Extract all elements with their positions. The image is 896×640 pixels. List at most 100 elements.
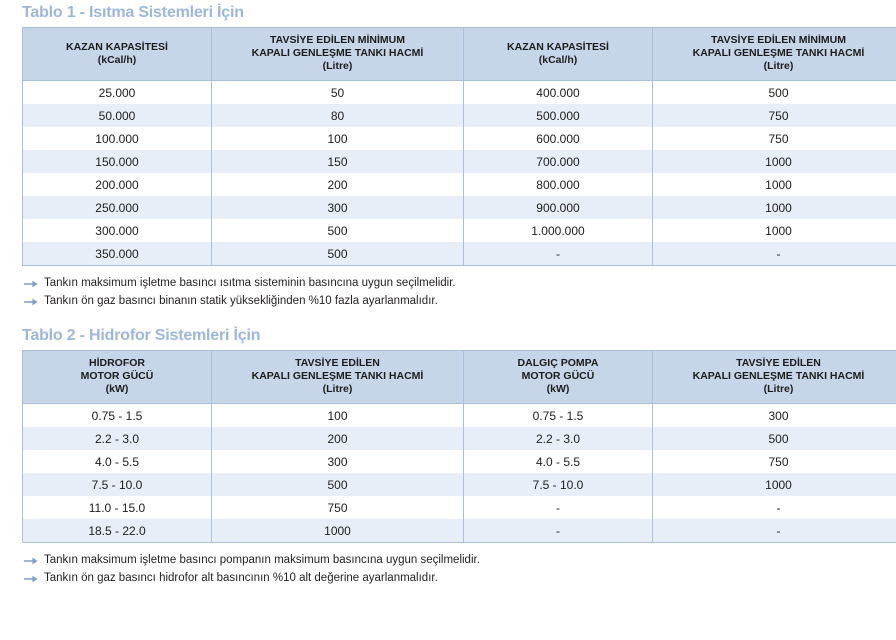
table-row: 4.0 - 5.5 300 4.0 - 5.5 750: [22, 450, 896, 474]
cell: -: [463, 242, 653, 267]
cell: 150.000: [22, 150, 212, 174]
table2-header-cell-4: TAVSİYE EDİLEN KAPALI GENLEŞME TANKI HAC…: [652, 349, 896, 405]
cell: 1.000.000: [463, 219, 653, 243]
cell: -: [652, 519, 896, 544]
cell: 200: [211, 173, 464, 197]
header-line: (kCal/h): [538, 53, 578, 66]
table1-body: 25.000 50 400.000 500 50.000 80 500.000 …: [22, 80, 896, 267]
cell: 4.0 - 5.5: [22, 450, 212, 474]
cell: 350.000: [22, 242, 212, 267]
cell: 25.000: [22, 80, 212, 105]
table-row: 7.5 - 10.0 500 7.5 - 10.0 1000: [22, 473, 896, 497]
cell: 50: [211, 80, 464, 105]
cell: 2.2 - 3.0: [22, 427, 212, 451]
header-line: DALGIÇ POMPA: [517, 357, 599, 369]
header-line: TAVSİYE EDİLEN MİNİMUM: [711, 34, 846, 46]
table2-title: Tablo 2 - Hidrofor Sistemleri İçin: [22, 327, 261, 344]
note-text: Tankın ön gaz basıncı binanın statik yük…: [44, 295, 438, 308]
cell: 1000: [652, 219, 896, 243]
cell: 300: [652, 403, 896, 428]
table1: KAZAN KAPASİTESİ (kCal/h) TAVSİYE EDİLEN…: [22, 26, 896, 267]
header-line: (kW): [546, 383, 570, 396]
table-row: 11.0 - 15.0 750 - -: [22, 496, 896, 520]
header-line: KAPALI GENLEŞME TANKI HACMİ: [251, 370, 424, 383]
header-line: TAVSİYE EDİLEN MİNİMUM: [270, 34, 405, 46]
table1-header-cell-2: TAVSİYE EDİLEN MİNİMUM KAPALI GENLEŞME T…: [211, 26, 464, 82]
table-row: 350.000 500 - -: [22, 242, 896, 267]
cell: 750: [211, 496, 464, 520]
cell: 200: [211, 427, 464, 451]
note-item: Tankın maksimum işletme basıncı pompanın…: [24, 552, 896, 570]
cell: -: [652, 242, 896, 267]
header-line: TAVSİYE EDİLEN: [295, 357, 380, 369]
cell: 0.75 - 1.5: [463, 403, 653, 428]
cell: 2.2 - 3.0: [463, 427, 653, 451]
table-row: 25.000 50 400.000 500: [22, 80, 896, 105]
cell: 900.000: [463, 196, 653, 220]
cell: 700.000: [463, 150, 653, 174]
table2-header-cell-1: HİDROFOR MOTOR GÜCÜ (kW): [22, 349, 212, 405]
table2-header-cell-3: DALGIÇ POMPA MOTOR GÜCÜ (kW): [463, 349, 653, 405]
table2-notes: Tankın maksimum işletme basıncı pompanın…: [24, 552, 896, 588]
cell: 750: [652, 450, 896, 474]
header-line: KAZAN KAPASİTESİ: [507, 40, 609, 53]
cell: 200.000: [22, 173, 212, 197]
header-line: (kCal/h): [97, 53, 137, 66]
table-row: 2.2 - 3.0 200 2.2 - 3.0 500: [22, 427, 896, 451]
note-item: Tankın ön gaz basıncı binanın statik yük…: [24, 293, 896, 311]
note-item: Tankın maksimum işletme basıncı ısıtma s…: [24, 275, 896, 293]
table2-header-row: HİDROFOR MOTOR GÜCÜ (kW) TAVSİYE EDİLEN …: [22, 349, 896, 405]
table2-head: HİDROFOR MOTOR GÜCÜ (kW) TAVSİYE EDİLEN …: [22, 349, 896, 405]
cell: -: [652, 496, 896, 520]
table-row: 18.5 - 22.0 1000 - -: [22, 519, 896, 544]
cell: 500: [652, 80, 896, 105]
table1-notes: Tankın maksimum işletme basıncı ısıtma s…: [24, 275, 896, 311]
cell: 500: [211, 242, 464, 267]
header-line: MOTOR GÜCÜ: [80, 370, 154, 383]
table1-header-row: KAZAN KAPASİTESİ (kCal/h) TAVSİYE EDİLEN…: [22, 26, 896, 82]
cell: 4.0 - 5.5: [463, 450, 653, 474]
note-text: Tankın maksimum işletme basıncı ısıtma s…: [44, 277, 456, 290]
header-line: (Litre): [763, 383, 794, 396]
cell: 300: [211, 196, 464, 220]
arrow-right-icon: [24, 570, 38, 583]
cell: 1000: [211, 519, 464, 544]
header-line: KAZAN KAPASİTESİ: [66, 40, 168, 53]
table2: HİDROFOR MOTOR GÜCÜ (kW) TAVSİYE EDİLEN …: [22, 349, 896, 544]
note-item: Tankın ön gaz basıncı hidrofor alt basın…: [24, 570, 896, 588]
table-row: 150.000 150 700.000 1000: [22, 150, 896, 174]
header-line: HİDROFOR: [89, 357, 145, 369]
table-row: 200.000 200 800.000 1000: [22, 173, 896, 197]
table1-header-cell-4: TAVSİYE EDİLEN MİNİMUM KAPALI GENLEŞME T…: [652, 26, 896, 82]
arrow-right-icon: [24, 552, 38, 565]
cell: 100: [211, 403, 464, 428]
cell: 1000: [652, 473, 896, 497]
cell: 18.5 - 22.0: [22, 519, 212, 544]
cell: 80: [211, 104, 464, 128]
table1-header-cell-3: KAZAN KAPASİTESİ (kCal/h): [463, 26, 653, 82]
cell: -: [463, 519, 653, 544]
table-row: 300.000 500 1.000.000 1000: [22, 219, 896, 243]
cell: 400.000: [463, 80, 653, 105]
cell: 300.000: [22, 219, 212, 243]
cell: 100.000: [22, 127, 212, 151]
cell: 100: [211, 127, 464, 151]
cell: 7.5 - 10.0: [463, 473, 653, 497]
cell: 300: [211, 450, 464, 474]
cell: 750: [652, 127, 896, 151]
header-line: (Litre): [322, 60, 353, 73]
header-line: (kW): [105, 383, 129, 396]
header-line: MOTOR GÜCÜ: [521, 370, 595, 383]
table2-body: 0.75 - 1.5 100 0.75 - 1.5 300 2.2 - 3.0 …: [22, 403, 896, 544]
cell: 150: [211, 150, 464, 174]
table-row: 100.000 100 600.000 750: [22, 127, 896, 151]
cell: 50.000: [22, 104, 212, 128]
table1-header-cell-1: KAZAN KAPASİTESİ (kCal/h): [22, 26, 212, 82]
header-line: KAPALI GENLEŞME TANKI HACMİ: [251, 47, 424, 60]
cell: 1000: [652, 173, 896, 197]
arrow-right-icon: [24, 275, 38, 288]
header-line: TAVSİYE EDİLEN: [736, 357, 821, 369]
table1-head: KAZAN KAPASİTESİ (kCal/h) TAVSİYE EDİLEN…: [22, 26, 896, 82]
cell: -: [463, 496, 653, 520]
